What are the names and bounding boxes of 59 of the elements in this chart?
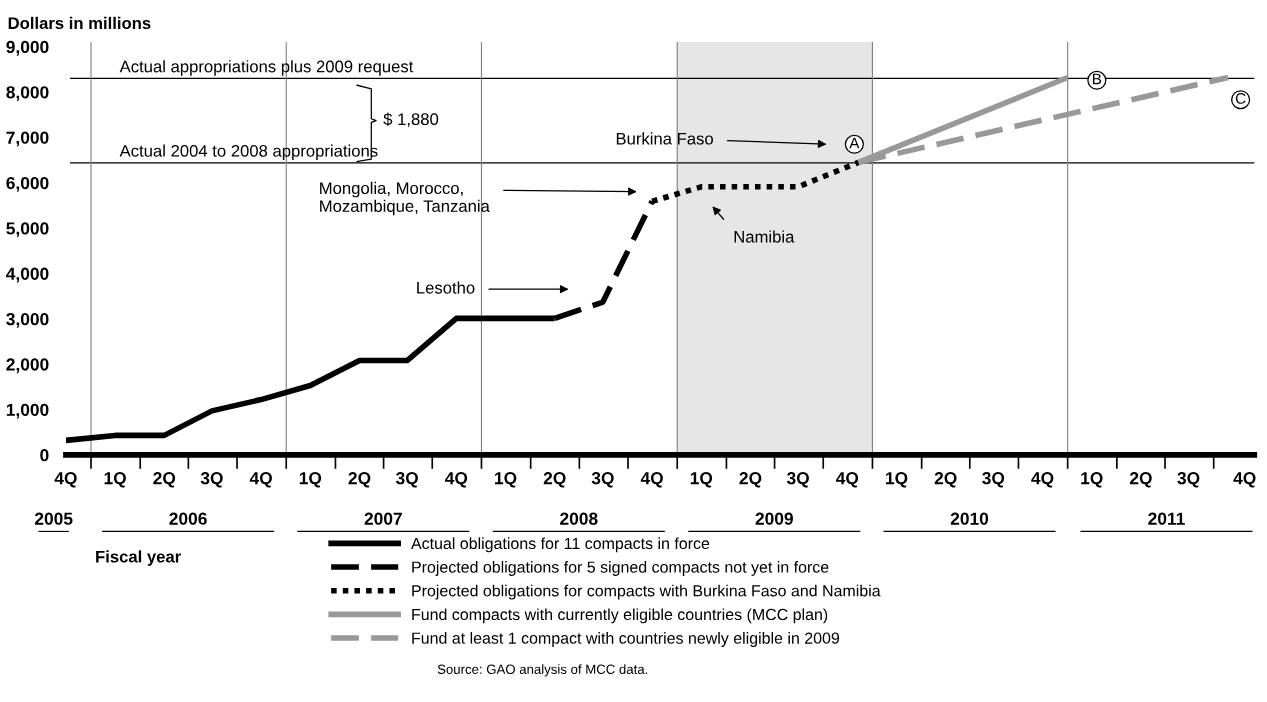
x-tick-label: 4Q [640,472,663,488]
y-tick-label: 1,000 [6,403,49,419]
x-tick-label: 2Q [739,472,762,488]
x-tick-label: 1Q [690,472,713,488]
legend-label: Projected obligations for 5 signed compacts not yet in force [412,561,829,576]
x-tick-label: 1Q [886,472,908,488]
x-tick-label: 3Q [591,472,614,488]
annotation: B [1092,73,1102,85]
annotation: Lesotho [417,281,475,294]
text: 2007 [364,512,402,525]
y-tick-label: 6,000 [6,176,49,192]
ref-line-label: Actual appropriations plus 2009 request [119,60,414,76]
legend-label: Fund at least 1 compact with countries newly eligible in 2009 [412,632,840,647]
y-tick-label: 5,000 [6,222,49,238]
x-tick-label: 3Q [1177,472,1200,488]
source-note: Source: GAO analysis of MCC data. [437,664,648,677]
legend-label: Projected obligations for compacts with Burkina Faso and Namibia [412,584,881,600]
y-axis-title: Dollars in millions [8,16,151,30]
text: 2005 [34,512,73,525]
x-tick-label: 2Q [1129,472,1152,488]
x-tick-label: 4Q [445,472,468,488]
x-tick-label: 4Q [54,472,77,488]
x-tick-label: 3Q [786,472,809,488]
x-tick-label: 4Q [1233,472,1256,488]
y-tick-label: 3,000 [6,312,49,328]
x-tick-label: 3Q [982,472,1005,488]
x-tick-label: 2Q [934,472,957,488]
y-tick-label: 0 [40,449,49,462]
annotation: Namibia [734,230,795,243]
legend-label: Fund compacts with currently eligible countries (MCC plan) [412,608,828,624]
x-tick-label: 1Q [495,472,517,488]
text: 2011 [1148,512,1185,525]
annotation: Burkina Faso [616,132,713,145]
x-tick-label: 1Q [1081,472,1103,488]
annotation: $ 1,880 [383,112,439,128]
annotation: A [849,137,860,149]
x-tick-label: 2Q [348,472,371,488]
annotation: C [1235,93,1246,104]
y-tick-label: 8,000 [6,86,49,101]
legend-label: Actual obligations for 11 compacts in force [411,537,710,553]
x-tick-label: 2Q [153,472,176,488]
x-tick-label: 1Q [104,472,126,488]
text: 2009 [755,512,793,525]
x-axis-title: Fiscal year [96,550,181,566]
x-tick-label: 2Q [543,472,566,488]
y-tick-label: 4,000 [6,267,49,283]
y-tick-label: 2,000 [6,358,49,374]
y-tick-label: 9,000 [6,40,49,56]
x-tick-label: 3Q [200,472,223,488]
x-tick-label: 1Q [299,472,322,488]
y-tick-label: 7,000 [6,131,49,147]
x-tick-label: 3Q [395,472,418,488]
text: 2006 [169,512,207,525]
x-tick-label: 4Q [1031,472,1054,488]
x-tick-label: 4Q [835,472,859,488]
text: 2008 [560,512,598,525]
x-tick-label: 4Q [249,472,272,488]
text: 2010 [950,512,989,525]
annotation: Mongolia, Morocco, Mozambique, Tanzania [320,181,490,216]
